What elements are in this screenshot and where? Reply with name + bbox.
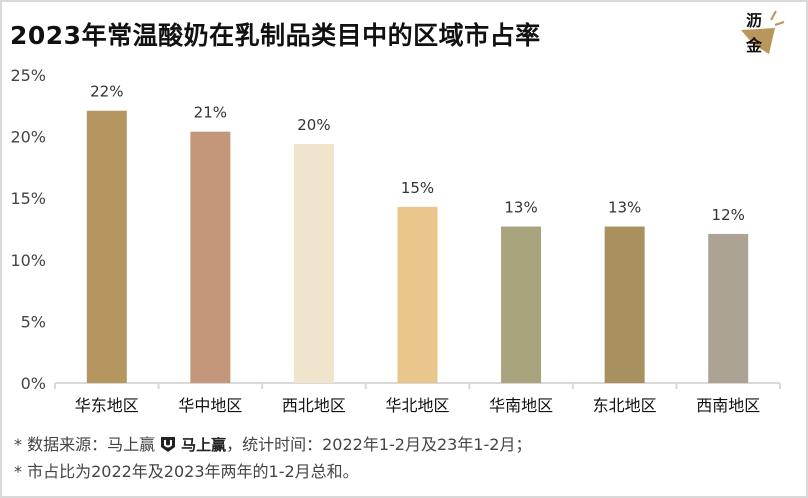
bar-1 <box>86 110 127 383</box>
bar-6 <box>604 226 645 383</box>
bar-5 <box>501 226 542 383</box>
y-tick-label: 25% <box>10 66 46 85</box>
svg-text:金: 金 <box>745 36 763 55</box>
bar-2 <box>190 131 231 383</box>
data-label: 13% <box>504 199 537 217</box>
bar-7 <box>708 233 749 383</box>
footer-source-suffix: ，统计时间：2022年1-2月及23年1-2月； <box>226 435 532 454</box>
bar-chart: 0% 5% 10% 15% 20% 25% 22% 华东地区 21% 华中地区 20% 西北地区 15%… <box>10 66 781 415</box>
footer-source-prefix: * 数据来源：马上赢 <box>14 435 156 454</box>
x-tick-label: 西北地区 <box>282 396 346 415</box>
y-tick-label: 0% <box>21 374 46 393</box>
chart-title: 2023年常温酸奶在乳制品类目中的区域市占率 <box>10 21 541 50</box>
y-tick-label: 15% <box>10 189 46 208</box>
x-tick-label: 东北地区 <box>593 396 657 415</box>
data-label: 15% <box>401 179 434 197</box>
data-label: 20% <box>297 116 330 134</box>
y-tick-label: 5% <box>21 312 46 331</box>
data-label: 12% <box>712 206 745 224</box>
x-tick-label: 华东地区 <box>75 396 139 415</box>
x-tick-label: 华南地区 <box>489 396 553 415</box>
y-tick-label: 10% <box>10 251 46 270</box>
bar-4 <box>397 206 438 383</box>
footer-brand: 马上赢 <box>181 436 227 454</box>
y-tick-label: 20% <box>10 128 46 147</box>
footer-source: * 数据来源：马上赢 马上赢，统计时间：2022年1-2月及23年1-2月； <box>14 431 531 457</box>
x-tick-label: 华北地区 <box>385 396 449 415</box>
footer-note: * 市占比为2022年及2023年两年的1-2月总和。 <box>14 462 359 481</box>
data-label: 21% <box>194 104 227 122</box>
data-label: 13% <box>608 199 641 217</box>
svg-text:沥: 沥 <box>746 11 762 30</box>
x-tick-label: 西南地区 <box>696 396 760 415</box>
mashangying-logo-icon <box>159 435 177 457</box>
data-label: 22% <box>90 83 123 101</box>
lijin-logo: 沥 金 <box>735 8 785 56</box>
x-tick-label: 华中地区 <box>178 396 242 415</box>
bar-3 <box>293 143 334 383</box>
